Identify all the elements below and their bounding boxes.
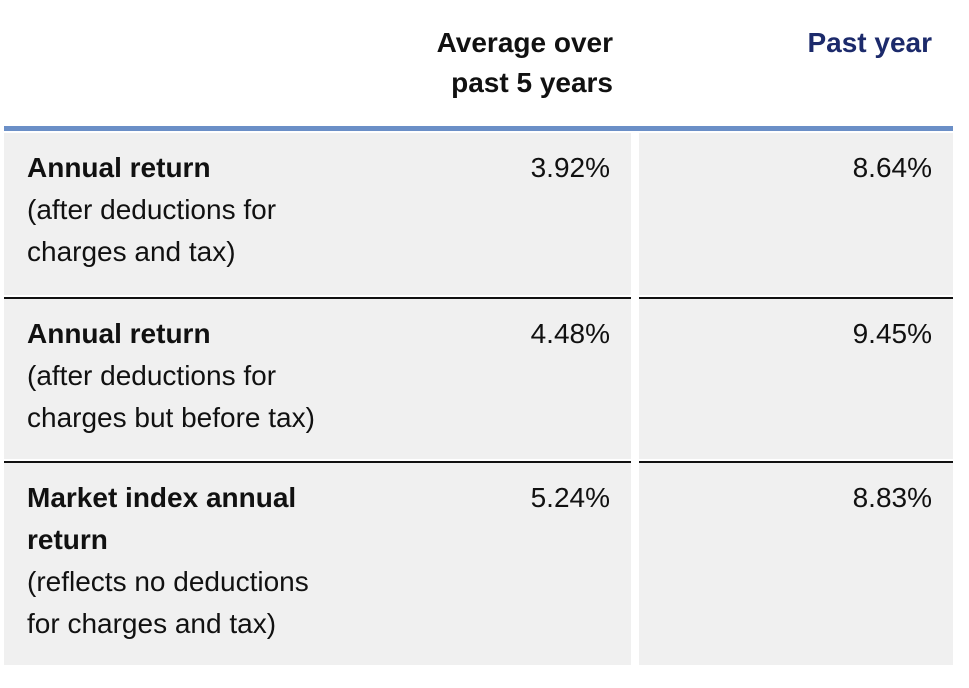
label-line: return — [27, 524, 108, 555]
value-1yr: 8.64% — [852, 152, 932, 183]
row-cell: Annual return (after deductions for charge… — [4, 133, 631, 295]
label-line: Market index annual — [27, 482, 297, 513]
value-1yr: 8.83% — [852, 482, 932, 513]
row-label: Annual return (after deductions for charge… — [27, 147, 276, 273]
row-cell: 8.83% — [639, 461, 953, 665]
note-line: (after deductions for — [27, 194, 277, 225]
note-line: charges and tax) — [27, 236, 236, 267]
row-cell: Annual return (after deductions for charge… — [4, 297, 631, 459]
column-header: Average over past 5 years — [437, 23, 613, 103]
label-line: Annual return — [27, 318, 211, 349]
value-5yr: 3.92% — [530, 152, 610, 183]
value-5yr: 5.24% — [530, 482, 610, 513]
header-rule — [4, 126, 953, 131]
row-cell: 9.45% — [639, 297, 953, 459]
note-line: (after deductions for — [27, 360, 277, 391]
note-line: charges but before tax) — [27, 402, 315, 433]
note-line: for charges and tax) — [27, 608, 277, 639]
label-line: Annual return — [27, 152, 211, 183]
note-line: (reflects no deductions — [27, 566, 309, 597]
row-cell: 8.64% — [639, 133, 953, 295]
value-5yr: 4.48% — [530, 318, 610, 349]
header-line: Past year — [807, 27, 932, 58]
column-header: Past year — [807, 23, 932, 63]
value-1yr: 9.45% — [852, 318, 932, 349]
header-line: past 5 years — [451, 67, 613, 98]
row-cell: Market index annual return (reflects no de… — [4, 461, 631, 665]
row-label: Annual return (after deductions for charge… — [27, 313, 315, 439]
row-label: Market index annual return (reflects no de… — [27, 477, 309, 645]
header-line: Average over — [436, 27, 613, 58]
